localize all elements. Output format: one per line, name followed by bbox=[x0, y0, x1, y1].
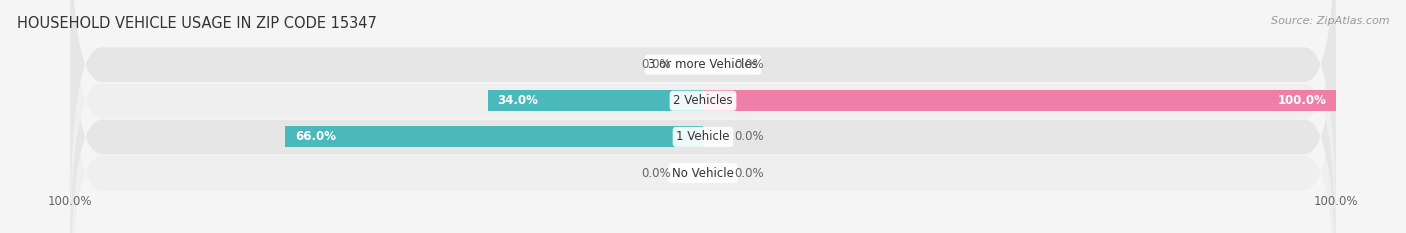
Text: 0.0%: 0.0% bbox=[641, 167, 672, 179]
Text: 0.0%: 0.0% bbox=[734, 58, 765, 71]
Text: Source: ZipAtlas.com: Source: ZipAtlas.com bbox=[1271, 16, 1389, 26]
Text: 3 or more Vehicles: 3 or more Vehicles bbox=[648, 58, 758, 71]
FancyBboxPatch shape bbox=[70, 10, 1336, 233]
Bar bbox=[488, 90, 703, 111]
Bar bbox=[703, 90, 1336, 111]
Text: 0.0%: 0.0% bbox=[641, 58, 672, 71]
Text: 100.0%: 100.0% bbox=[1277, 94, 1326, 107]
FancyBboxPatch shape bbox=[70, 0, 1336, 228]
Text: 0.0%: 0.0% bbox=[734, 130, 765, 143]
Text: No Vehicle: No Vehicle bbox=[672, 167, 734, 179]
Text: 66.0%: 66.0% bbox=[295, 130, 336, 143]
Text: HOUSEHOLD VEHICLE USAGE IN ZIP CODE 15347: HOUSEHOLD VEHICLE USAGE IN ZIP CODE 1534… bbox=[17, 16, 377, 31]
Text: 1 Vehicle: 1 Vehicle bbox=[676, 130, 730, 143]
Text: 34.0%: 34.0% bbox=[498, 94, 538, 107]
Text: 0.0%: 0.0% bbox=[734, 167, 765, 179]
FancyBboxPatch shape bbox=[70, 0, 1336, 233]
Text: 2 Vehicles: 2 Vehicles bbox=[673, 94, 733, 107]
FancyBboxPatch shape bbox=[70, 0, 1336, 233]
Bar bbox=[285, 127, 703, 147]
